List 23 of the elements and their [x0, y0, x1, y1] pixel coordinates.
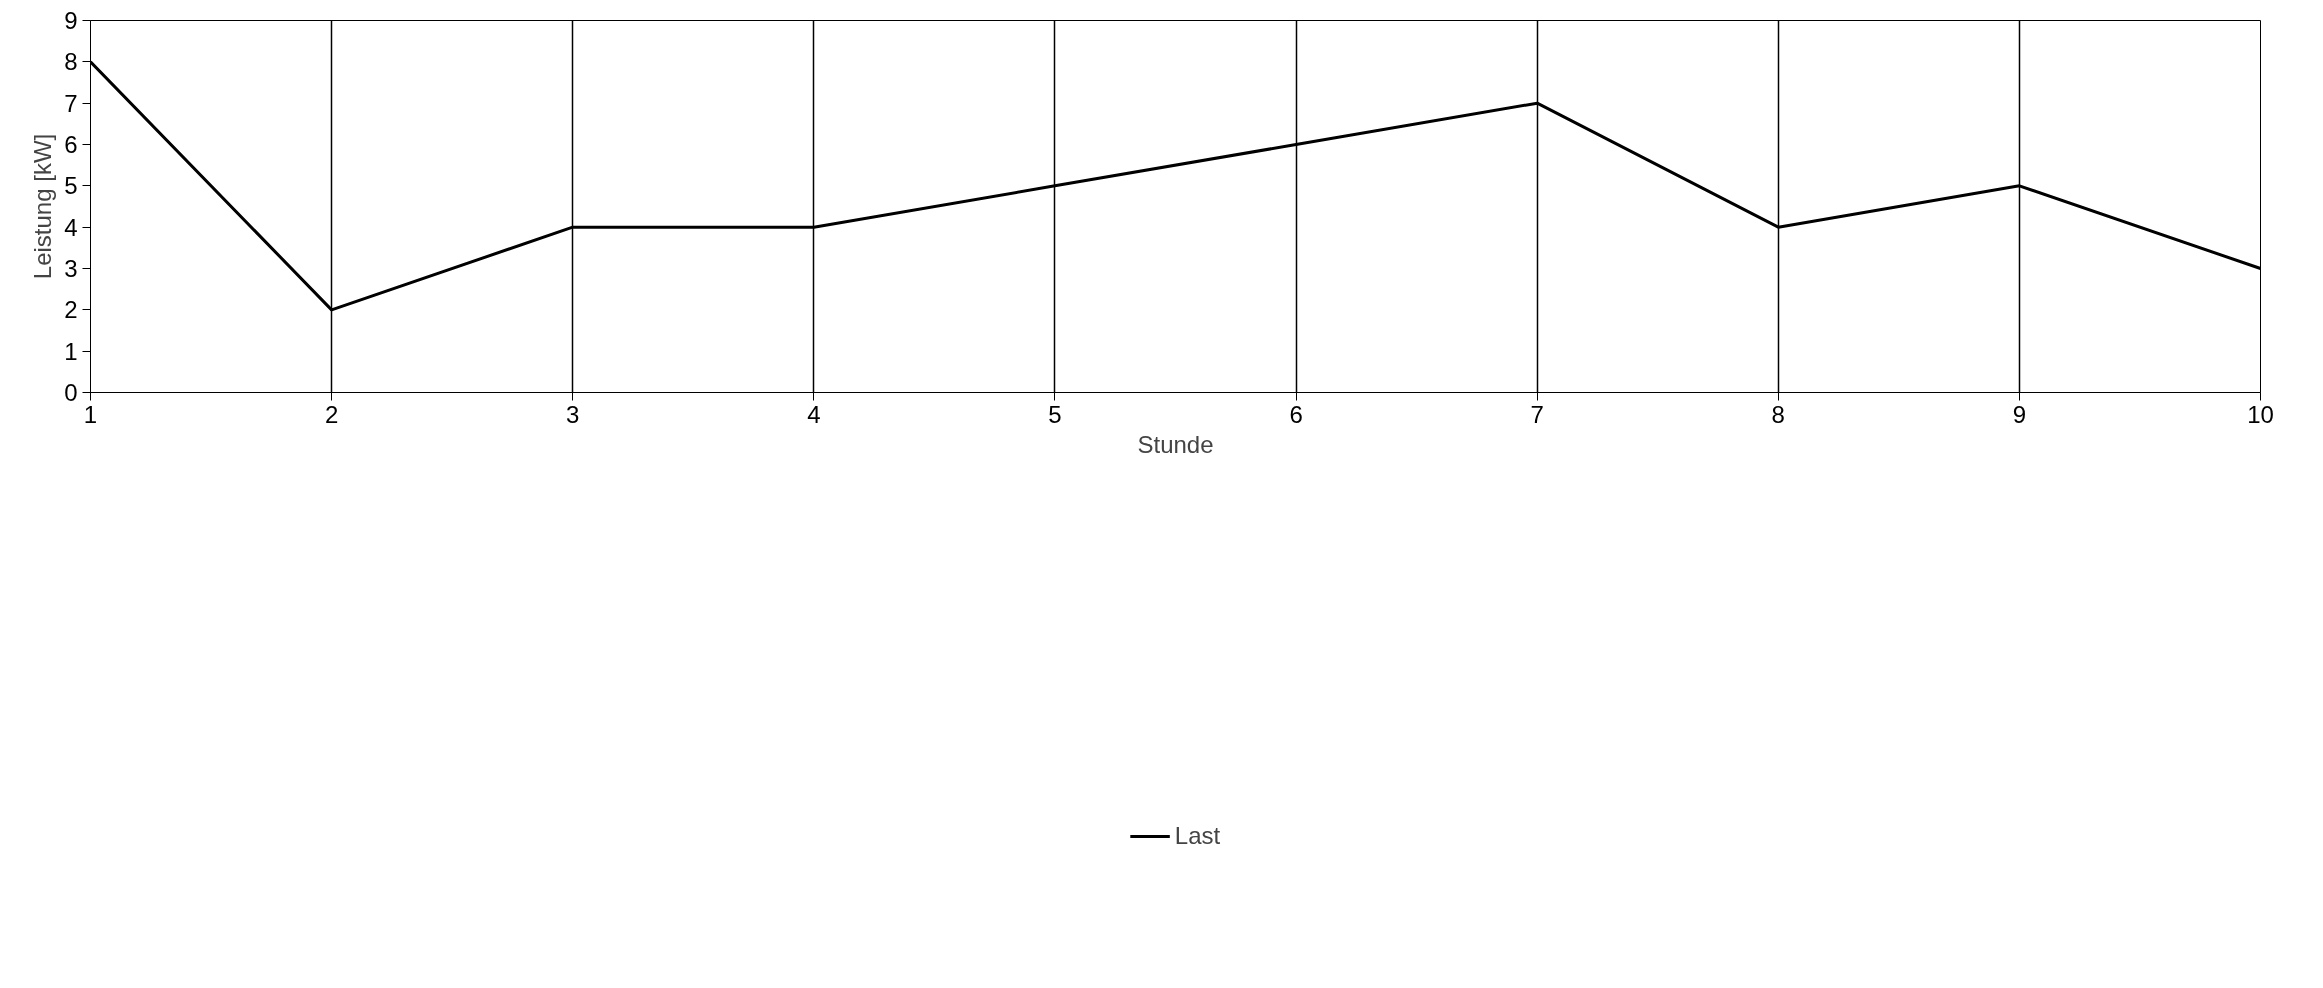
- x-tick-label: 1: [83, 400, 98, 428]
- y-tick-label: 6: [64, 131, 78, 158]
- x-tick-label: 6: [1289, 400, 1303, 428]
- y-tick-label: 8: [64, 48, 78, 76]
- x-tick-label: 8: [1771, 400, 1785, 428]
- x-axis-title: Stunde: [1137, 430, 1214, 458]
- x-tick-label: 3: [566, 400, 580, 428]
- x-tick-label: 10: [2247, 400, 2274, 428]
- y-tick-label: 3: [64, 255, 78, 282]
- x-tick-label: 7: [1530, 400, 1544, 428]
- y-tick-label: 7: [64, 89, 78, 117]
- x-tick-label: 9: [2012, 400, 2027, 428]
- y-axis-title: Leistung [kW]: [29, 133, 57, 280]
- y-tick-label: 1: [64, 337, 78, 365]
- x-tick-label: 4: [807, 400, 821, 428]
- y-tick-label: 2: [64, 296, 78, 324]
- x-tick-label: 5: [1048, 400, 1062, 428]
- y-tick-label: 9: [64, 7, 78, 34]
- y-tick-label: 5: [64, 172, 78, 200]
- y-tick-label: 0: [64, 379, 78, 406]
- x-tick-label: 2: [324, 400, 339, 428]
- y-tick-label: 4: [64, 213, 78, 241]
- legend-label: Last: [1174, 821, 1221, 850]
